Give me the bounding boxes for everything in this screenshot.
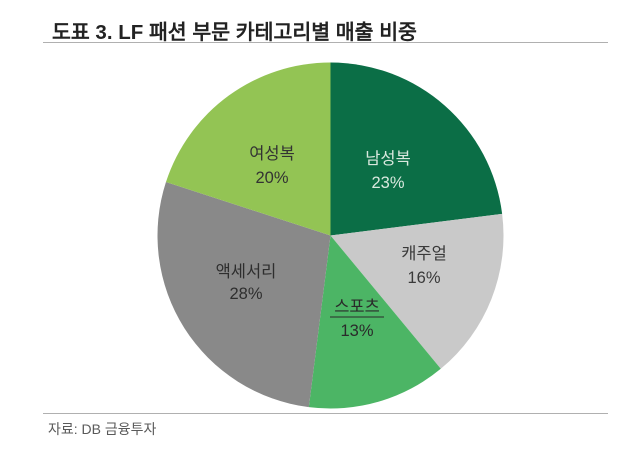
svg-text:남성복: 남성복 [365,149,411,168]
svg-text:23%: 23% [371,174,404,192]
svg-text:20%: 20% [255,169,288,187]
svg-text:16%: 16% [407,269,440,287]
svg-text:28%: 28% [229,285,262,303]
svg-text:13%: 13% [340,322,373,340]
svg-text:액세서리: 액세서리 [216,262,277,281]
svg-text:여성복: 여성복 [249,144,295,163]
svg-text:스포츠: 스포츠 [334,298,380,316]
svg-text:캐주얼: 캐주얼 [401,244,447,263]
